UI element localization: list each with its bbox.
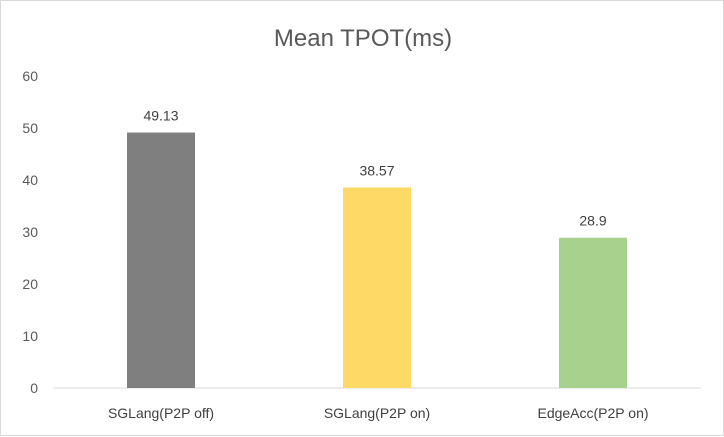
bar	[343, 187, 411, 388]
y-axis-ticks: 0 10 20 30 40 50 60	[22, 68, 38, 396]
bar	[127, 132, 195, 388]
x-tick-label: EdgeAcc(P2P on)	[537, 405, 648, 421]
y-tick-label: 0	[30, 380, 38, 396]
x-tick-label: SGLang(P2P off)	[108, 405, 214, 421]
bar	[559, 237, 627, 388]
y-tick-label: 30	[22, 224, 38, 240]
x-tick-label: SGLang(P2P on)	[324, 405, 430, 421]
y-tick-label: 10	[22, 328, 38, 344]
data-labels: 49.13 38.57 28.9	[143, 108, 606, 229]
chart-title: Mean TPOT(ms)	[274, 25, 452, 52]
y-tick-label: 50	[22, 120, 38, 136]
x-axis-ticks: SGLang(P2P off) SGLang(P2P on) EdgeAcc(P2P…	[108, 405, 649, 421]
y-tick-label: 40	[22, 172, 38, 188]
y-tick-label: 60	[22, 68, 38, 84]
y-tick-label: 20	[22, 276, 38, 292]
data-label: 28.9	[579, 213, 606, 229]
data-label: 49.13	[143, 108, 178, 124]
bars	[127, 132, 627, 388]
data-label: 38.57	[359, 162, 394, 178]
